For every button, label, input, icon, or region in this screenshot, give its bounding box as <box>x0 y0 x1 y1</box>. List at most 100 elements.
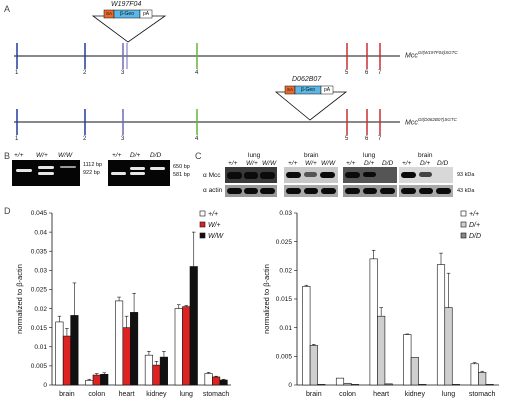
bar <box>174 308 183 386</box>
wb-row-actin: α actin <box>203 187 223 194</box>
wb-tissue-4: brain <box>418 152 433 159</box>
bar <box>85 380 94 386</box>
bar <box>335 377 345 386</box>
bar <box>55 321 64 386</box>
pa-box-1 <box>139 9 153 19</box>
gel2-lane-3: D/D <box>150 152 162 159</box>
pa-label-2: pA <box>323 87 331 93</box>
bar <box>403 334 412 386</box>
exon-label-2: 2 <box>83 70 87 76</box>
allele-2-name: MccGt(D062B07)SGTC <box>405 117 457 127</box>
exon-label-7b: 7 <box>378 136 382 142</box>
bar <box>350 384 360 386</box>
pa-label-1: pA <box>142 11 150 17</box>
bar <box>115 300 124 386</box>
x-tick-label: lung <box>442 391 455 398</box>
wb-mcc-2 <box>284 167 338 183</box>
bar <box>189 266 198 386</box>
bar <box>485 384 494 386</box>
wb-actin-2 <box>284 185 338 197</box>
x-tick-label: heart <box>373 391 389 398</box>
bar <box>317 384 326 386</box>
gel2-lane-2: D/+ <box>130 152 141 159</box>
bar <box>377 315 386 386</box>
sa-label-2: SA <box>286 87 293 92</box>
gel1-lane-3: W/W <box>58 152 73 159</box>
y-tick-label: 0.02 <box>279 268 292 275</box>
y-tick-label: 0.015 <box>31 325 48 332</box>
expression-chart-d: 0 0.005 0.01 0.015 0.02 0.025 0.03 normalized t… <box>262 210 499 398</box>
bar <box>159 356 168 386</box>
y-tick-label: 0.025 <box>31 287 48 294</box>
bar <box>451 384 461 386</box>
y-axis-label: normalized to β-actin <box>15 264 24 334</box>
bar <box>410 357 419 386</box>
pa-box-2 <box>320 85 334 95</box>
panel-label-d: D <box>4 206 11 216</box>
gel-2-image <box>108 160 170 186</box>
wb-kda-mcc: 93 kDa <box>457 172 475 178</box>
sa-label-1: SA <box>105 11 112 16</box>
legend-label: W/+ <box>208 222 221 229</box>
y-tick-label: 0 <box>288 382 292 389</box>
y-tick-label: 0.01 <box>279 325 292 332</box>
gel2-size-2: 581 bp <box>173 172 190 178</box>
exon-label-3b: 3 <box>121 136 125 142</box>
y-tick-label: 0.035 <box>31 248 48 255</box>
x-tick-label: heart <box>119 391 135 398</box>
wb-row-mcc: α Mcc <box>203 172 221 179</box>
bar <box>444 307 453 386</box>
construct-2-id: D062B07 <box>292 76 322 83</box>
bar <box>302 286 311 386</box>
exon-label-4b: 4 <box>195 136 199 142</box>
wb-actin-3 <box>343 185 397 197</box>
wb-mcc-1 <box>225 167 277 183</box>
x-tick-label: kidney <box>146 391 167 398</box>
y-tick-label: 0.015 <box>276 296 293 303</box>
bar <box>384 383 393 386</box>
bar <box>343 382 352 386</box>
legend-swatch <box>199 232 206 239</box>
bar <box>478 372 487 386</box>
wb-actin-1 <box>225 185 277 197</box>
exon-label-5b: 5 <box>345 136 349 142</box>
legend-label: D/D <box>469 233 481 240</box>
legend-swatch <box>460 232 467 239</box>
bar <box>62 335 71 386</box>
exon-label-6: 6 <box>365 70 369 76</box>
wb-mcc-4 <box>399 167 453 183</box>
y-tick-label: 0.04 <box>34 229 47 236</box>
construct-1-triangle <box>91 15 167 43</box>
legend-swatch <box>460 210 467 217</box>
panel-label-b: B <box>4 151 11 161</box>
x-tick-label: colon <box>88 391 105 398</box>
bar <box>144 354 153 386</box>
bar <box>212 376 221 386</box>
wb-tissue-2: brain <box>304 152 319 159</box>
exon-label-1: 1 <box>15 70 19 76</box>
bgeo-label-1: β-Geo <box>120 11 134 17</box>
x-tick-label: brain <box>59 391 75 398</box>
x-tick-label: brain <box>306 391 322 398</box>
y-axis-label: normalized to β-actin <box>262 264 271 334</box>
y-tick-label: 0.005 <box>276 354 293 361</box>
bar <box>92 374 101 386</box>
wb-actin-4 <box>399 185 453 197</box>
y-tick-label: 0.045 <box>31 210 48 217</box>
bar <box>182 306 191 386</box>
x-tick-label: lung <box>180 391 193 398</box>
y-tick-label: 0 <box>43 382 47 389</box>
exon-label-4: 4 <box>195 70 199 76</box>
y-tick-label: 0.03 <box>34 268 47 275</box>
bar <box>122 327 131 386</box>
x-tick-label: colon <box>339 391 356 398</box>
bar <box>204 373 213 386</box>
gene-structure-diagram <box>14 9 400 135</box>
y-tick-label: 0.03 <box>279 210 292 217</box>
bgeo-label-2: β-Geo <box>301 87 315 93</box>
x-tick-label: kidney <box>405 391 426 398</box>
y-tick-label: 0.005 <box>31 363 48 370</box>
exon-label-3: 3 <box>121 70 125 76</box>
gel-1-image <box>12 160 80 186</box>
legend-swatch <box>199 210 206 217</box>
